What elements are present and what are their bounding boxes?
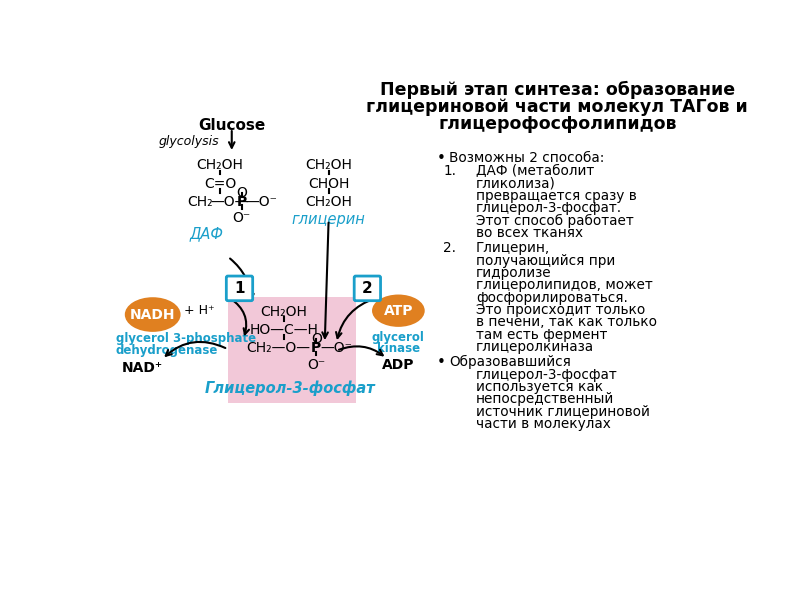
Text: источник глицериновой: источник глицериновой	[476, 404, 650, 419]
Text: NADH: NADH	[130, 308, 175, 322]
Text: глицеролипидов, может: глицеролипидов, может	[476, 278, 653, 292]
Text: там есть фермент: там есть фермент	[476, 328, 607, 341]
Text: glycerol: glycerol	[372, 331, 425, 344]
Text: CH₂OH: CH₂OH	[305, 195, 352, 209]
FancyBboxPatch shape	[226, 276, 253, 301]
Ellipse shape	[372, 295, 425, 327]
Text: превращается сразу в: превращается сразу в	[476, 189, 637, 203]
Text: гликолиза): гликолиза)	[476, 177, 556, 191]
Text: ATP: ATP	[384, 304, 413, 318]
Text: ADP: ADP	[382, 358, 414, 373]
Text: Возможны 2 способа:: Возможны 2 способа:	[449, 151, 604, 164]
Text: kinase: kinase	[377, 342, 420, 355]
Text: 1.: 1.	[443, 164, 456, 178]
Text: O⁻: O⁻	[307, 358, 326, 371]
Text: P: P	[311, 341, 322, 355]
Text: глицерин: глицерин	[292, 212, 366, 227]
Text: 2: 2	[362, 281, 373, 296]
Text: глицерол-3-фосфат: глицерол-3-фосфат	[476, 368, 618, 382]
Text: O: O	[310, 332, 322, 346]
FancyBboxPatch shape	[354, 276, 381, 301]
Text: 1: 1	[234, 281, 245, 296]
Text: Этот способ работает: Этот способ работает	[476, 214, 634, 228]
Text: Глицерин,: Глицерин,	[476, 241, 550, 256]
Text: •: •	[437, 151, 446, 166]
FancyBboxPatch shape	[228, 297, 356, 403]
Text: 2.: 2.	[443, 241, 456, 256]
Text: CH₂OH: CH₂OH	[260, 305, 307, 319]
Text: во всех тканях: во всех тканях	[476, 226, 583, 240]
Text: + H⁺: + H⁺	[184, 304, 214, 317]
Text: используется как: используется как	[476, 380, 603, 394]
Text: glycerol 3-phosphate: glycerol 3-phosphate	[115, 332, 256, 345]
Text: получающийся при: получающийся при	[476, 254, 615, 268]
Text: dehydrogenase: dehydrogenase	[115, 344, 218, 357]
Text: —O⁻: —O⁻	[320, 341, 352, 355]
Text: —O⁻: —O⁻	[246, 195, 278, 209]
Text: гидролизе: гидролизе	[476, 266, 551, 280]
Text: Глицерол-3-фосфат: Глицерол-3-фосфат	[205, 380, 375, 395]
Text: C=O: C=O	[204, 177, 236, 191]
Text: глицериновой части молекул ТАГов и: глицериновой части молекул ТАГов и	[366, 98, 748, 116]
Text: CHOH: CHOH	[308, 177, 350, 191]
Text: глицерофосфолипидов: глицерофосфолипидов	[438, 115, 677, 133]
Text: Первый этап синтеза: образование: Первый этап синтеза: образование	[380, 81, 735, 100]
Text: P: P	[237, 195, 247, 209]
Text: CH₂OH: CH₂OH	[197, 158, 243, 172]
Text: Glucose: Glucose	[198, 118, 266, 133]
Text: в печени, так как только: в печени, так как только	[476, 316, 657, 329]
Text: CH₂—O—: CH₂—O—	[246, 341, 310, 355]
Text: фосфорилироваться.: фосфорилироваться.	[476, 290, 628, 305]
Text: —O—: —O—	[211, 195, 250, 209]
Ellipse shape	[125, 297, 181, 332]
Text: O: O	[236, 186, 247, 200]
Text: HO—C—H: HO—C—H	[250, 323, 318, 337]
Text: Образовавшийся: Образовавшийся	[449, 355, 570, 370]
Text: ДАФ (метаболит: ДАФ (метаболит	[476, 164, 594, 178]
Text: CH₂OH: CH₂OH	[305, 158, 352, 172]
Text: глицерол-3-фосфат.: глицерол-3-фосфат.	[476, 202, 622, 215]
Text: NAD⁺: NAD⁺	[122, 361, 163, 375]
Text: O⁻: O⁻	[233, 211, 251, 226]
Text: непосредственный: непосредственный	[476, 392, 614, 406]
Text: •: •	[437, 355, 446, 370]
Text: ДАФ: ДАФ	[189, 226, 223, 241]
Text: глицеролкиназа: глицеролкиназа	[476, 340, 594, 354]
Text: части в молекулах: части в молекулах	[476, 417, 610, 431]
Text: glycolysis: glycolysis	[159, 135, 219, 148]
Text: CH₂: CH₂	[187, 195, 213, 209]
Text: Это происходит только: Это происходит только	[476, 303, 645, 317]
